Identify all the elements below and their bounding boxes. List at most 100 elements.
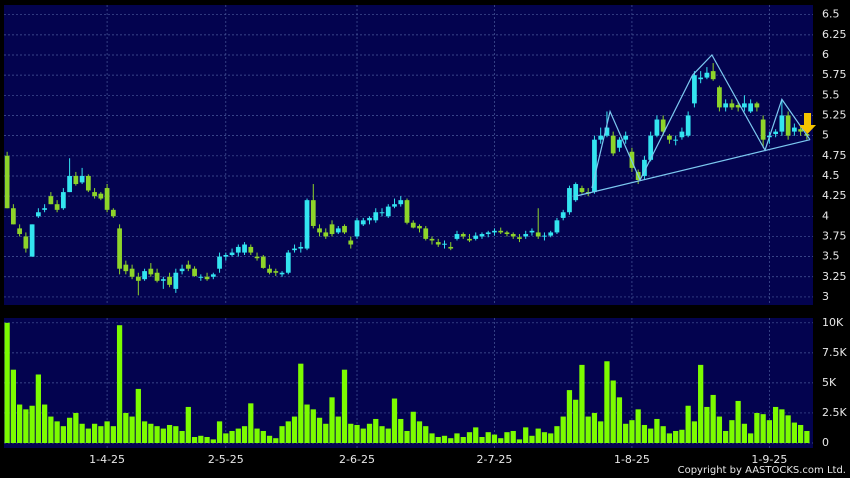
candle-body bbox=[10, 208, 16, 225]
candle-body bbox=[142, 271, 147, 280]
candle-body bbox=[735, 105, 741, 108]
volume-bar bbox=[379, 426, 385, 443]
volume-bar bbox=[291, 416, 298, 443]
volume-bar bbox=[723, 430, 729, 443]
candle-body bbox=[317, 228, 322, 233]
volume-bar bbox=[216, 421, 223, 443]
volume-bar bbox=[735, 400, 741, 443]
volume-bar bbox=[185, 406, 191, 443]
volume-bar bbox=[229, 430, 235, 443]
volume-bar bbox=[348, 423, 354, 443]
candle-body bbox=[485, 232, 491, 235]
volume-bar bbox=[279, 426, 285, 443]
candle-body bbox=[167, 276, 172, 285]
candle-body bbox=[517, 237, 522, 239]
candle-body bbox=[329, 224, 335, 235]
volume-bar bbox=[73, 412, 79, 443]
candle-body bbox=[129, 268, 135, 277]
candle-body bbox=[429, 238, 435, 241]
volume-bar bbox=[266, 435, 273, 443]
candle-body bbox=[123, 264, 129, 272]
volume-bar bbox=[179, 430, 185, 443]
candle-body bbox=[110, 209, 116, 217]
candle-body bbox=[148, 268, 154, 275]
volume-bar bbox=[704, 406, 710, 443]
volume-bar bbox=[529, 435, 535, 443]
volume-bar bbox=[391, 398, 398, 443]
volume-bar bbox=[104, 421, 110, 443]
candle-body bbox=[598, 135, 604, 140]
volume-bar bbox=[4, 322, 10, 443]
candle-body bbox=[754, 103, 760, 108]
y-tick-label: 6.5 bbox=[822, 8, 840, 21]
candle-body bbox=[692, 75, 697, 104]
candle-body bbox=[17, 228, 22, 235]
volume-bar bbox=[260, 430, 266, 443]
volume-bar bbox=[610, 380, 616, 443]
candle-body bbox=[235, 246, 241, 253]
volume-bar bbox=[79, 423, 85, 443]
volume-bar bbox=[598, 421, 604, 443]
candle-body bbox=[760, 119, 766, 140]
volume-bar bbox=[654, 418, 660, 443]
candle-body bbox=[48, 196, 54, 205]
volume-bar bbox=[404, 430, 410, 443]
candle-body bbox=[360, 220, 366, 225]
candle-body bbox=[579, 188, 585, 193]
candle-body bbox=[560, 212, 566, 218]
candle-body bbox=[192, 268, 197, 276]
candle-body bbox=[492, 230, 497, 233]
volume-bar bbox=[160, 428, 166, 443]
y-tick-label: 6.25 bbox=[822, 28, 847, 41]
volume-bar bbox=[235, 428, 241, 443]
candle-body bbox=[679, 131, 685, 138]
volume-bar bbox=[335, 416, 341, 443]
volume-bar bbox=[716, 416, 723, 443]
candle-body bbox=[467, 238, 472, 241]
candle-body bbox=[210, 274, 216, 277]
volume-bar bbox=[223, 433, 229, 443]
candle-body bbox=[460, 234, 466, 237]
volume-bar bbox=[141, 421, 148, 443]
volume-bar bbox=[191, 436, 198, 443]
candle-body bbox=[667, 135, 672, 140]
candle-body bbox=[748, 103, 754, 112]
candle-body bbox=[623, 135, 629, 140]
volume-bar bbox=[273, 438, 279, 443]
volume-bar bbox=[466, 432, 473, 443]
volume-bar bbox=[591, 412, 598, 443]
candle-body bbox=[698, 77, 704, 80]
x-tick-label: 1-8-25 bbox=[614, 453, 650, 466]
volume-bar bbox=[798, 424, 804, 443]
candle-body bbox=[323, 232, 329, 237]
candle-body bbox=[254, 256, 260, 259]
x-tick-label: 1-9-25 bbox=[751, 453, 787, 466]
volume-bar bbox=[385, 428, 391, 443]
candle-body bbox=[354, 220, 360, 237]
volume-bar bbox=[429, 433, 435, 443]
candle-body bbox=[673, 139, 679, 141]
y-tick-label: 6 bbox=[822, 48, 829, 61]
volume-bar bbox=[579, 364, 585, 443]
candle-body bbox=[773, 131, 779, 135]
candle-body bbox=[4, 155, 10, 209]
volume-bar bbox=[479, 436, 485, 443]
volume-bar bbox=[129, 416, 135, 443]
volume-bar bbox=[573, 399, 579, 443]
x-tick-label: 2-5-25 bbox=[208, 453, 244, 466]
volume-bar bbox=[116, 325, 123, 443]
candle-body bbox=[504, 232, 510, 235]
volume-bar bbox=[616, 397, 623, 443]
y-tick-label: 5.75 bbox=[822, 68, 847, 81]
candle-body bbox=[92, 192, 97, 197]
candle-body bbox=[473, 235, 479, 239]
candle-body bbox=[35, 212, 41, 217]
volume-bar bbox=[548, 433, 554, 443]
candle-body bbox=[542, 235, 547, 237]
volume-bar bbox=[441, 435, 448, 443]
volume-bar bbox=[541, 432, 548, 443]
volume-bar bbox=[566, 390, 573, 443]
volume-bar bbox=[154, 426, 160, 443]
candle-body bbox=[448, 246, 454, 249]
